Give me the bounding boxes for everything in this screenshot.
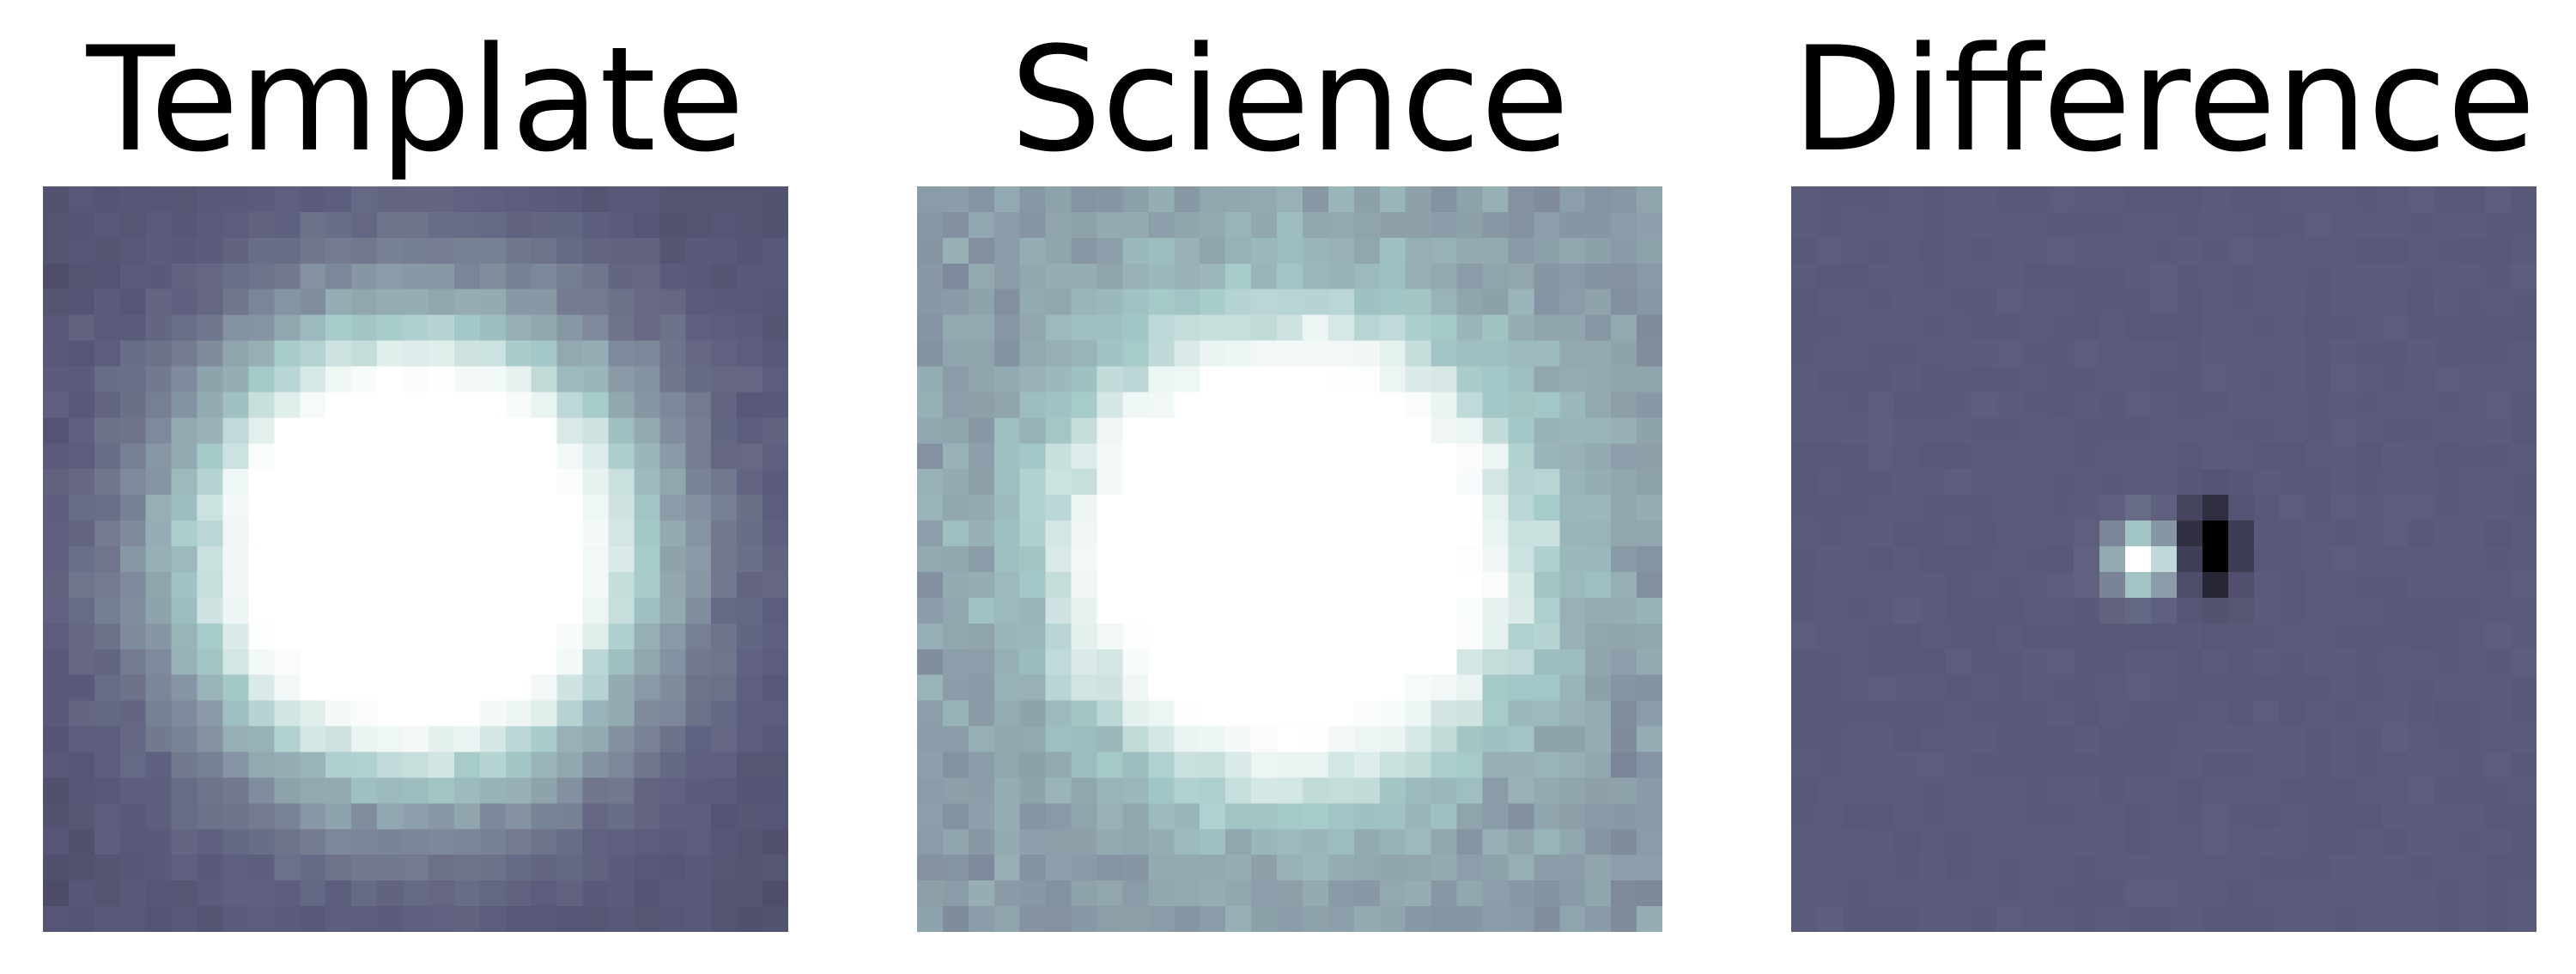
science-title: Science bbox=[1010, 15, 1570, 184]
difference-image bbox=[1791, 186, 2537, 932]
difference-title: Difference bbox=[1791, 15, 2537, 184]
science-image bbox=[917, 186, 1662, 932]
template-image bbox=[43, 186, 788, 932]
template-title: Template bbox=[86, 15, 745, 184]
difference-panel: Difference bbox=[1791, 0, 2537, 974]
science-panel: Science bbox=[917, 0, 1662, 974]
template-panel: Template bbox=[43, 0, 788, 974]
